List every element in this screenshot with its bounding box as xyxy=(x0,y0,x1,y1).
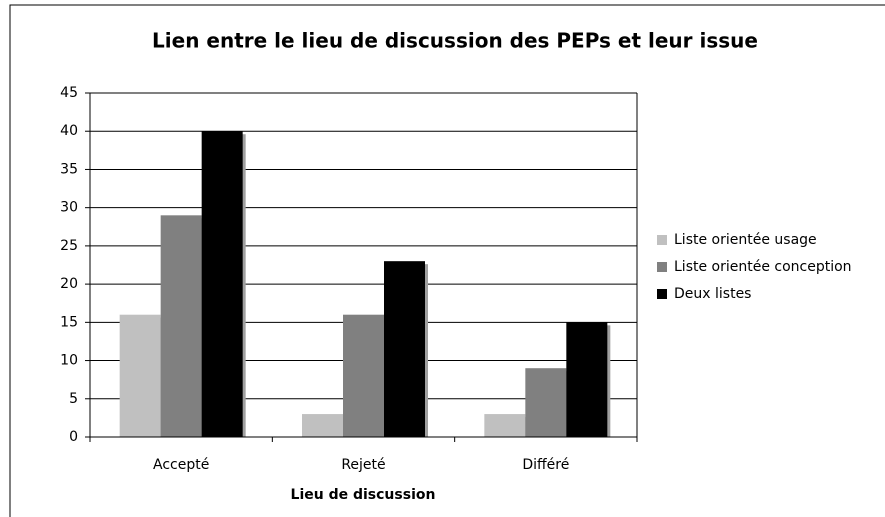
y-tick-label: 15 xyxy=(60,314,78,330)
legend-swatch xyxy=(657,235,667,245)
bar xyxy=(201,131,243,437)
y-tick-label: 40 xyxy=(60,123,78,139)
x-axis-title: Lieu de discussion xyxy=(291,487,436,503)
y-tick-label: 5 xyxy=(69,391,78,407)
y-tick-label: 0 xyxy=(69,429,78,445)
y-tick-label: 20 xyxy=(60,276,78,292)
legend-swatch xyxy=(657,289,667,299)
bar xyxy=(343,314,384,437)
legend-label: Deux listes xyxy=(674,286,751,302)
x-tick-label: Différé xyxy=(522,457,569,473)
chart-title: Lien entre le lieu de discussion des PEP… xyxy=(152,29,758,53)
y-tick-label: 30 xyxy=(60,200,78,216)
x-tick-label: Rejeté xyxy=(341,457,385,473)
bar xyxy=(384,261,425,437)
y-tick-label: 10 xyxy=(60,353,78,369)
legend-label: Liste orientée usage xyxy=(674,232,817,248)
legend-swatch xyxy=(657,262,667,272)
bar xyxy=(525,368,567,437)
bar xyxy=(160,215,202,437)
bar xyxy=(119,314,161,437)
bar xyxy=(484,414,526,437)
legend-label: Liste orientée conception xyxy=(674,259,852,275)
x-tick-label: Accepté xyxy=(153,457,209,473)
bar xyxy=(302,414,343,437)
y-tick-label: 35 xyxy=(60,161,78,177)
y-tick-label: 25 xyxy=(60,238,78,254)
y-tick-label: 45 xyxy=(60,85,78,101)
bar xyxy=(566,322,608,437)
